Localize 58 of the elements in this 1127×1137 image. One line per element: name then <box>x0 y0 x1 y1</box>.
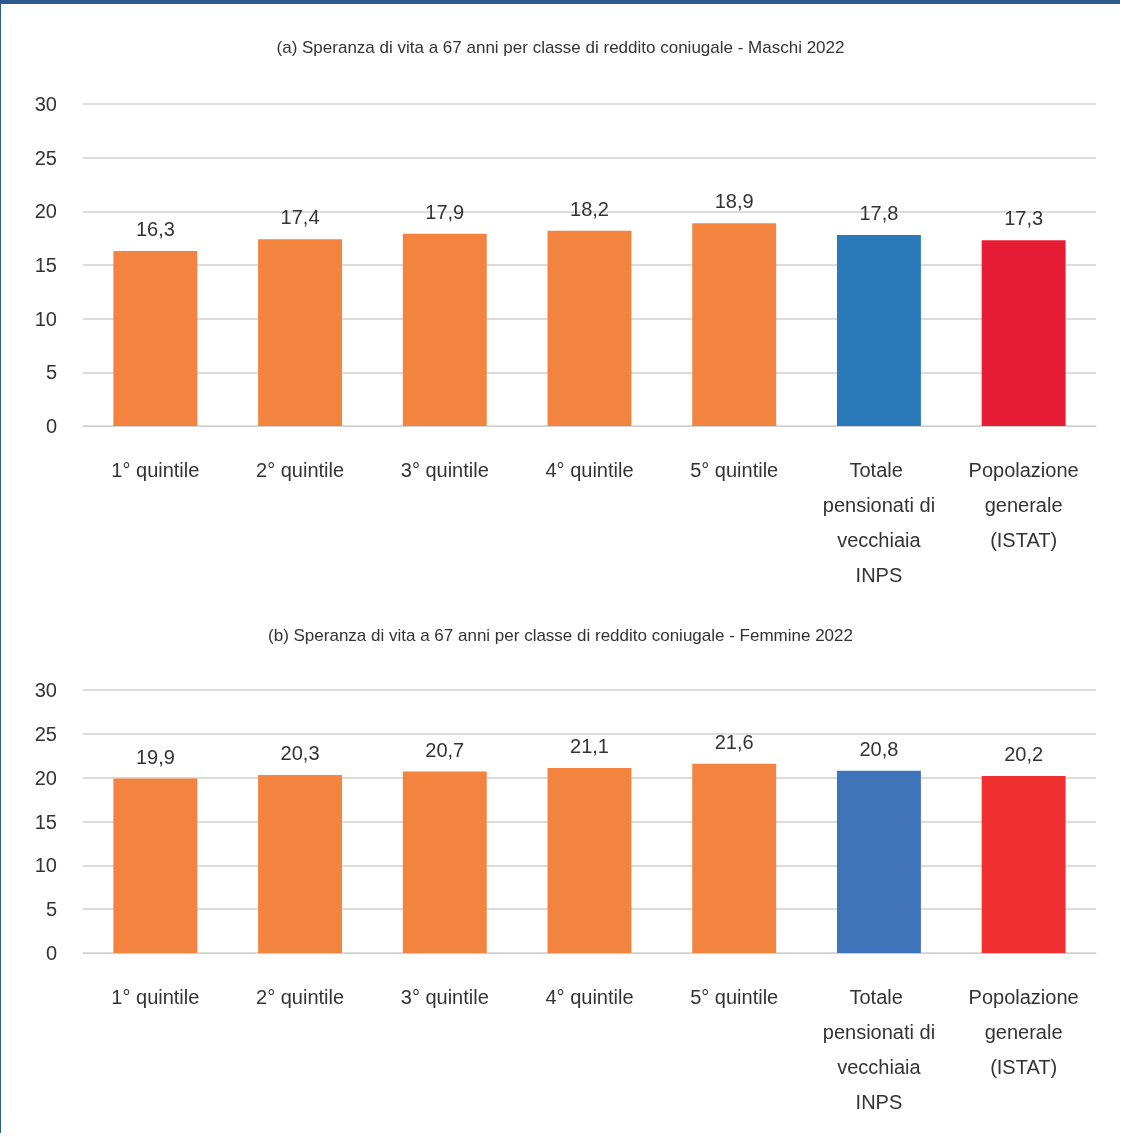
x-tick-label: 2° quintile <box>256 458 345 481</box>
x-tick-label: Totale pensionati di vecchiaia INPS <box>822 458 936 586</box>
y-tick-label: 5 <box>45 898 57 921</box>
x-tick-label: 5° quintile <box>690 985 779 1008</box>
data-label: 16,3 <box>135 218 175 241</box>
bar <box>258 775 343 953</box>
y-tick-label: 30 <box>34 93 57 115</box>
bar <box>981 775 1066 953</box>
x-tick-label: 3° quintile <box>400 985 489 1008</box>
y-tick-label: 15 <box>34 810 57 833</box>
bar <box>402 771 487 953</box>
bar <box>113 778 198 953</box>
y-tick-label: 20 <box>34 766 57 789</box>
bar <box>692 763 777 953</box>
data-label: 21,6 <box>714 730 754 753</box>
y-tick-label: 20 <box>34 200 57 223</box>
data-label: 20,7 <box>425 738 465 761</box>
data-label: 18,2 <box>570 197 609 220</box>
data-label: 17,8 <box>859 201 899 224</box>
y-tick-label: 10 <box>34 854 57 877</box>
bar <box>547 230 632 426</box>
y-tick-label: 30 <box>34 679 57 701</box>
bar <box>981 240 1066 426</box>
bar <box>836 234 921 426</box>
bar <box>113 251 198 426</box>
data-label: 18,9 <box>714 190 754 213</box>
data-label: 19,9 <box>135 745 175 768</box>
y-tick-label: 25 <box>34 146 57 169</box>
y-tick-label: 15 <box>34 254 57 276</box>
chart-title: (b) Speranza di vita a 67 anni per classe di reddito coniugale - Femmine 2022 <box>268 626 853 645</box>
y-tick-label: 0 <box>45 415 57 437</box>
bar <box>402 233 487 426</box>
y-tick-label: 0 <box>45 942 57 964</box>
bar <box>692 223 777 426</box>
y-tick-label: 5 <box>45 361 57 384</box>
x-tick-label: 1° quintile <box>111 985 200 1008</box>
data-label: 17,9 <box>425 200 465 223</box>
data-label: 17,4 <box>280 206 320 229</box>
x-tick-label: Popolazione generale (ISTAT) <box>968 458 1079 551</box>
data-label: 21,1 <box>570 735 609 758</box>
data-label: 20,3 <box>280 742 320 765</box>
x-tick-label: 4° quintile <box>545 985 634 1008</box>
x-tick-label: Popolazione generale (ISTAT) <box>968 985 1079 1078</box>
x-tick-label: 1° quintile <box>111 458 200 481</box>
x-tick-label: 4° quintile <box>545 458 634 481</box>
bar <box>547 768 632 953</box>
bar <box>836 770 921 953</box>
x-tick-label: 3° quintile <box>400 458 489 481</box>
bar <box>258 239 343 426</box>
data-label: 20,2 <box>1004 742 1044 765</box>
x-tick-label: Totale pensionati di vecchiaia INPS <box>822 985 936 1113</box>
y-tick-label: 25 <box>34 722 57 745</box>
chart-title: (a) Speranza di vita a 67 anni per classe di reddito coniugale - Maschi 2022 <box>276 38 845 57</box>
data-label: 20,8 <box>859 737 899 760</box>
x-tick-label: 2° quintile <box>256 985 345 1008</box>
x-tick-label: 5° quintile <box>690 458 779 481</box>
data-label: 17,3 <box>1004 207 1044 230</box>
y-tick-label: 10 <box>34 307 57 330</box>
